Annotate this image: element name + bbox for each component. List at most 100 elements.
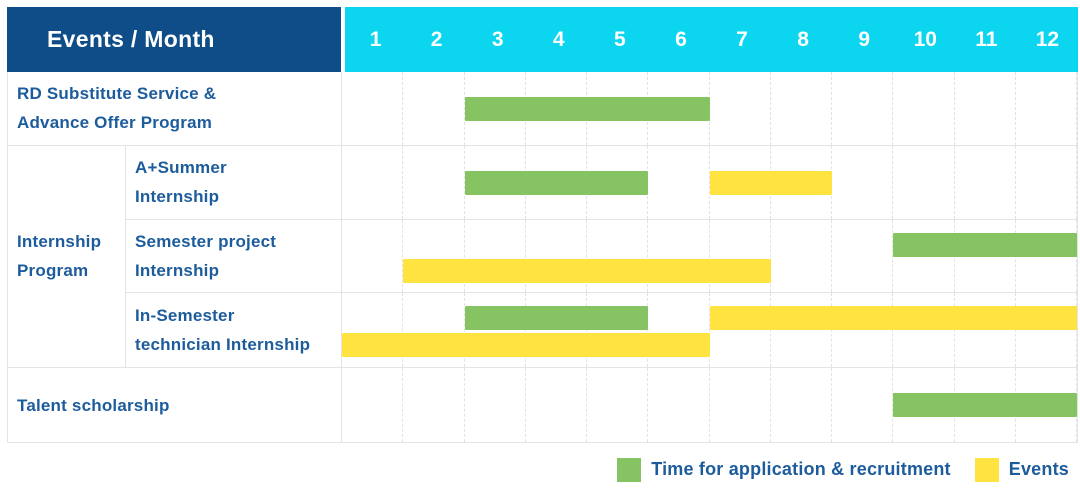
month-cell-2 — [403, 72, 465, 145]
month-cell-2 — [403, 293, 465, 368]
row-label-cell: A+Summer Internship — [126, 145, 342, 219]
month-header-4: 4 — [552, 27, 565, 51]
table-row: Talent scholarship — [8, 368, 1077, 442]
group-label: Program — [17, 261, 89, 281]
row-label: Internship — [135, 187, 220, 207]
month-cell-5 — [587, 293, 649, 368]
row-label: Internship — [135, 260, 220, 280]
month-header-5: 5 — [614, 27, 626, 51]
row-label-cell: Talent scholarship — [8, 368, 342, 442]
month-cell-9 — [832, 293, 894, 368]
month-cell-1 — [342, 293, 404, 368]
month-cell-2 — [403, 145, 465, 219]
month-header-band: 1 2 3 4 5 6 7 8 9 10 11 12 — [345, 7, 1078, 72]
month-cell-7 — [710, 368, 771, 442]
table-row: A+Summer Internship — [126, 145, 1077, 220]
month-cell-12 — [1016, 72, 1077, 145]
month-cell-4 — [526, 368, 587, 442]
month-header-3: 3 — [491, 27, 504, 51]
row-label: Advance Offer Program — [17, 113, 213, 133]
month-cell-9 — [832, 72, 894, 145]
month-header-12: 12 — [1035, 27, 1060, 51]
table-row: Semester project Internship — [126, 219, 1077, 294]
month-header-2: 2 — [430, 27, 443, 51]
month-cell-1 — [342, 219, 404, 293]
row-label: Semester project — [135, 231, 277, 251]
month-cell-8 — [771, 72, 832, 145]
events-swatch — [974, 457, 999, 482]
row-label: RD Substitute Service & — [17, 84, 217, 104]
table-header-row: Events / Month 1 2 3 4 5 6 7 8 9 10 11 12 — [7, 7, 1078, 72]
row-label-cell: RD Substitute Service & Advance Offer Pro… — [8, 72, 342, 145]
row-timeline — [342, 145, 1077, 219]
events-bar — [403, 259, 771, 284]
application-recruitment-bar — [464, 306, 649, 331]
month-cell-1 — [342, 368, 404, 442]
month-cell-6 — [648, 145, 710, 219]
row-timeline — [342, 293, 1077, 368]
legend: Time for application & recruitment Events — [7, 457, 1078, 482]
month-cell-9 — [832, 368, 894, 442]
month-cell-10 — [893, 145, 955, 219]
month-cell-3 — [465, 219, 526, 293]
month-cell-1 — [342, 145, 404, 219]
month-cell-12 — [1016, 293, 1077, 368]
month-cell-3 — [465, 368, 526, 442]
month-cell-4 — [526, 219, 587, 293]
legend-label: Time for application & recruitment — [651, 459, 951, 480]
month-cell-1 — [342, 72, 404, 145]
month-cell-11 — [955, 293, 1016, 368]
legend-label: Events — [1008, 459, 1069, 480]
row-timeline — [342, 219, 1077, 293]
month-cell-4 — [526, 293, 587, 368]
row-label-cell: Semester project Internship — [126, 219, 342, 293]
month-cell-6 — [648, 293, 710, 368]
row-label: technician Internship — [135, 335, 311, 355]
row-timeline — [342, 72, 1077, 145]
application-recruitment-bar — [464, 170, 649, 195]
table-row: In-Semester technician Internship — [126, 293, 1077, 368]
gantt-table: Events / Month 1 2 3 4 5 6 7 8 9 10 11 12 RD Substi… — [7, 7, 1078, 443]
month-cell-11 — [955, 145, 1016, 219]
month-header-11: 11 — [975, 27, 998, 51]
month-cell-9 — [832, 219, 894, 293]
events-month-title: Events / Month — [47, 26, 215, 52]
month-cell-5 — [587, 368, 649, 442]
row-label: In-Semester — [135, 306, 235, 326]
group-label-cell: Internship Program — [8, 145, 126, 368]
row-label: Talent scholarship — [17, 395, 170, 415]
month-cell-2 — [403, 368, 465, 442]
application-recruitment-swatch — [617, 457, 642, 482]
month-cell-6 — [648, 368, 710, 442]
row-label: A+Summer — [135, 158, 227, 178]
month-cell-9 — [832, 145, 894, 219]
group-block: Internship Program A+Summer Internship Semes… — [8, 145, 1077, 369]
month-cell-8 — [771, 219, 832, 293]
events-month-header-cell: Events / Month — [7, 7, 341, 72]
row-label-cell: In-Semester technician Internship — [126, 293, 342, 368]
events-bar — [342, 332, 710, 357]
month-header-7: 7 — [736, 27, 748, 51]
month-header-9: 9 — [858, 27, 870, 51]
month-cell-10 — [893, 293, 955, 368]
month-cell-5 — [587, 219, 649, 293]
month-header-6: 6 — [675, 27, 687, 51]
row-timeline — [342, 368, 1077, 442]
month-cell-2 — [403, 219, 465, 293]
table-row: RD Substitute Service & Advance Offer Pro… — [8, 72, 1077, 146]
legend-item: Events — [974, 457, 1069, 482]
gantt-body: RD Substitute Service & Advance Offer Pro… — [7, 72, 1078, 443]
month-cell-3 — [465, 293, 526, 368]
month-cell-11 — [955, 72, 1016, 145]
month-header-10: 10 — [913, 27, 937, 51]
month-header-8: 8 — [797, 27, 809, 51]
month-header-1: 1 — [369, 27, 382, 51]
month-cell-8 — [771, 293, 832, 368]
group-sub-rows: A+Summer Internship Semester project Intern… — [126, 145, 1077, 368]
month-cell-7 — [710, 293, 771, 368]
legend-item: Time for application & recruitment — [617, 457, 951, 482]
events-bar — [709, 170, 832, 195]
month-cell-10 — [893, 72, 955, 145]
group-label: Internship — [17, 232, 102, 252]
month-cell-8 — [771, 368, 832, 442]
